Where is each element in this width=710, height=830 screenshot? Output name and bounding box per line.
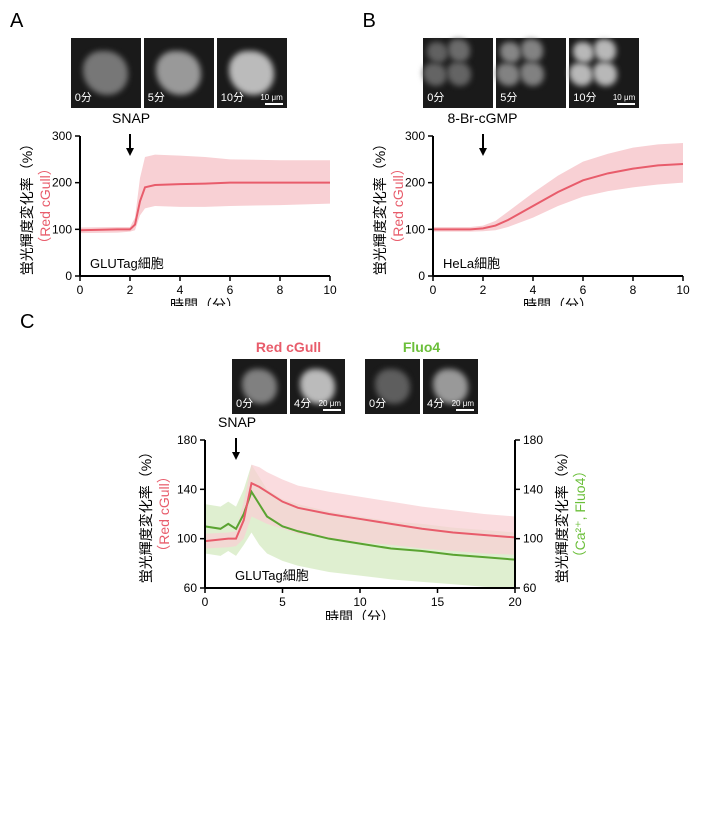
panel-a-svg: 0 100 200 300 0 2 4 6 8 10 時間（分） 蛍光輝度変化率（%）（Red cGu… bbox=[10, 116, 340, 306]
microscopy-time-label: 4分 bbox=[427, 395, 444, 411]
svg-text:15: 15 bbox=[431, 595, 445, 609]
panel-a-microscopy-row: 0分 5分 10分 10 μm bbox=[10, 38, 348, 108]
svg-text:時間（分）: 時間（分） bbox=[523, 297, 593, 306]
microscopy-image: 0分 bbox=[232, 359, 287, 414]
panel-c-svg: 60 60 100 100 140 140 180 180 0 5 10 15 20 時間（分） 蛍光輝度変… bbox=[115, 420, 595, 620]
svg-text:8: 8 bbox=[629, 283, 636, 297]
svg-text:200: 200 bbox=[404, 176, 424, 190]
panel-c-label: C bbox=[20, 311, 34, 334]
svg-text:蛍光輝度変化率（%）: 蛍光輝度変化率（%） bbox=[554, 445, 570, 583]
panel-b: B 0分 5分 10分 10 μm 8-Br-cGMP 0 100 200 300 0 2 4 6 8… bbox=[363, 10, 701, 306]
microscopy-image: 5分 bbox=[144, 38, 214, 108]
microscopy-time-label: 10分 bbox=[221, 89, 244, 105]
svg-text:20: 20 bbox=[508, 595, 522, 609]
svg-text:180: 180 bbox=[177, 433, 197, 447]
panel-b-stimulus-label: 8-Br-cGMP bbox=[448, 110, 518, 126]
svg-text:（Ca²⁺, Fluo4）: （Ca²⁺, Fluo4） bbox=[572, 464, 588, 565]
svg-text:60: 60 bbox=[184, 581, 198, 595]
microscopy-image: 0分 bbox=[423, 38, 493, 108]
svg-text:時間（分）: 時間（分） bbox=[325, 609, 395, 620]
svg-text:（Red cGull）: （Red cGull） bbox=[37, 161, 53, 250]
svg-text:GLUTag細胞: GLUTag細胞 bbox=[235, 568, 309, 583]
svg-text:（Red cGull）: （Red cGull） bbox=[156, 469, 172, 558]
panel-c-red-group: Red cGull 0分 4分 20 μm bbox=[232, 339, 345, 414]
svg-text:0: 0 bbox=[418, 269, 425, 283]
svg-text:6: 6 bbox=[227, 283, 234, 297]
panel-c-green-group: Fluo4 0分 4分 20 μm bbox=[365, 339, 478, 414]
svg-text:2: 2 bbox=[127, 283, 134, 297]
panel-c-red-images: 0分 4分 20 μm bbox=[232, 359, 345, 414]
svg-text:0: 0 bbox=[65, 269, 72, 283]
panel-a-chart: SNAP 01002003000246810時間（分）蛍光輝度変化率（%）（Re… bbox=[10, 116, 348, 306]
microscopy-time-label: 10分 bbox=[573, 89, 596, 105]
svg-text:300: 300 bbox=[404, 129, 424, 143]
svg-text:200: 200 bbox=[52, 176, 72, 190]
svg-text:0: 0 bbox=[429, 283, 436, 297]
scale-bar: 10 μm bbox=[613, 93, 635, 105]
panel-a-label: A bbox=[10, 10, 348, 33]
svg-text:100: 100 bbox=[52, 222, 72, 236]
panel-a: A 0分 5分 10分 10 μm SNAP 0 100 200 300 0 2 4 6 8 10 時間（… bbox=[10, 10, 348, 306]
panel-c-green-title: Fluo4 bbox=[403, 339, 440, 355]
scale-bar: 10 μm bbox=[260, 93, 282, 105]
svg-text:100: 100 bbox=[523, 532, 543, 546]
panel-c-red-title: Red cGull bbox=[256, 339, 321, 355]
svg-text:60: 60 bbox=[523, 581, 537, 595]
microscopy-time-label: 5分 bbox=[148, 89, 165, 105]
microscopy-image: 5分 bbox=[496, 38, 566, 108]
microscopy-image: 10分 10 μm bbox=[217, 38, 287, 108]
panel-c-chart: SNAP 606010010014014018018005101520時間（分）… bbox=[115, 420, 595, 620]
figure-container: A 0分5分10分10 μm SNAP 01002003000246810時間（… bbox=[10, 10, 700, 620]
panel-b-chart: 8-Br-cGMP 01002003000246810時間（分）蛍光輝度変化率（… bbox=[363, 116, 701, 306]
microscopy-image: 0分 bbox=[365, 359, 420, 414]
svg-text:0: 0 bbox=[77, 283, 84, 297]
svg-text:300: 300 bbox=[52, 129, 72, 143]
panel-c-green-images: 0分 4分 20 μm bbox=[365, 359, 478, 414]
svg-text:100: 100 bbox=[177, 532, 197, 546]
microscopy-time-label: 0分 bbox=[236, 395, 253, 411]
svg-text:140: 140 bbox=[523, 482, 543, 496]
panel-b-svg: 0 100 200 300 0 2 4 6 8 10 時間（分） 蛍光輝度変化率（%）（Red cGu… bbox=[363, 116, 693, 306]
svg-text:10: 10 bbox=[323, 283, 337, 297]
microscopy-time-label: 0分 bbox=[75, 89, 92, 105]
svg-text:HeLa細胞: HeLa細胞 bbox=[443, 256, 500, 271]
svg-text:2: 2 bbox=[479, 283, 486, 297]
scale-bar: 20 μm bbox=[319, 399, 341, 411]
panel-a-stimulus-label: SNAP bbox=[112, 110, 150, 126]
svg-text:5: 5 bbox=[279, 595, 286, 609]
svg-text:4: 4 bbox=[529, 283, 536, 297]
svg-text:4: 4 bbox=[177, 283, 184, 297]
svg-text:蛍光輝度変化率（%）: 蛍光輝度変化率（%） bbox=[138, 445, 154, 583]
panel-c-stimulus-label: SNAP bbox=[218, 414, 256, 430]
panel-c: C Red cGull 0分 4分 20 μm Fluo4 0分 4分 20 μm SN… bbox=[10, 311, 700, 620]
microscopy-time-label: 4分 bbox=[294, 395, 311, 411]
microscopy-time-label: 5分 bbox=[500, 89, 517, 105]
svg-text:140: 140 bbox=[177, 482, 197, 496]
svg-text:100: 100 bbox=[404, 222, 424, 236]
microscopy-image: 4分 20 μm bbox=[423, 359, 478, 414]
svg-text:蛍光輝度変化率（%）: 蛍光輝度変化率（%） bbox=[19, 137, 35, 275]
svg-text:0: 0 bbox=[202, 595, 209, 609]
svg-text:10: 10 bbox=[353, 595, 367, 609]
svg-text:GLUTag細胞: GLUTag細胞 bbox=[90, 256, 164, 271]
panel-b-microscopy-row: 0分 5分 10分 10 μm bbox=[363, 38, 701, 108]
svg-text:6: 6 bbox=[579, 283, 586, 297]
panel-c-microscopy-row: Red cGull 0分 4分 20 μm Fluo4 0分 4分 20 μm bbox=[232, 339, 478, 414]
microscopy-time-label: 0分 bbox=[427, 89, 444, 105]
svg-text:蛍光輝度変化率（%）: 蛍光輝度変化率（%） bbox=[372, 137, 388, 275]
microscopy-image: 4分 20 μm bbox=[290, 359, 345, 414]
svg-text:（Red cGull）: （Red cGull） bbox=[390, 161, 406, 250]
svg-text:8: 8 bbox=[277, 283, 284, 297]
svg-text:時間（分）: 時間（分） bbox=[170, 297, 240, 306]
svg-text:180: 180 bbox=[523, 433, 543, 447]
microscopy-image: 0分 bbox=[71, 38, 141, 108]
svg-text:10: 10 bbox=[676, 283, 690, 297]
panel-b-label: B bbox=[363, 10, 701, 33]
scale-bar: 20 μm bbox=[452, 399, 474, 411]
microscopy-image: 10分 10 μm bbox=[569, 38, 639, 108]
microscopy-time-label: 0分 bbox=[369, 395, 386, 411]
